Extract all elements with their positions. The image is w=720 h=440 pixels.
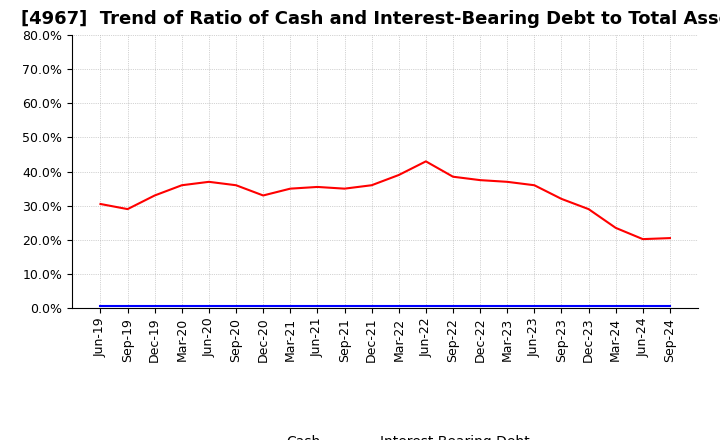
- Interest-Bearing Debt: [204, 303, 213, 308]
- Interest-Bearing Debt: [421, 303, 430, 308]
- Cash: [286, 186, 294, 191]
- Interest-Bearing Debt: [259, 303, 268, 308]
- Cash: [530, 183, 539, 188]
- Interest-Bearing Debt: [313, 303, 322, 308]
- Cash: [178, 183, 186, 188]
- Interest-Bearing Debt: [584, 303, 593, 308]
- Interest-Bearing Debt: [476, 303, 485, 308]
- Interest-Bearing Debt: [449, 303, 457, 308]
- Interest-Bearing Debt: [639, 303, 647, 308]
- Cash: [421, 159, 430, 164]
- Cash: [584, 206, 593, 212]
- Interest-Bearing Debt: [123, 303, 132, 308]
- Cash: [367, 183, 376, 188]
- Interest-Bearing Debt: [96, 303, 105, 308]
- Cash: [259, 193, 268, 198]
- Cash: [395, 172, 403, 178]
- Interest-Bearing Debt: [178, 303, 186, 308]
- Interest-Bearing Debt: [530, 303, 539, 308]
- Title: [4967]  Trend of Ratio of Cash and Interest-Bearing Debt to Total Assets: [4967] Trend of Ratio of Cash and Intere…: [21, 10, 720, 28]
- Cash: [476, 177, 485, 183]
- Interest-Bearing Debt: [150, 303, 159, 308]
- Interest-Bearing Debt: [557, 303, 566, 308]
- Cash: [449, 174, 457, 180]
- Line: Cash: Cash: [101, 161, 670, 239]
- Cash: [665, 235, 674, 241]
- Cash: [204, 179, 213, 184]
- Cash: [639, 236, 647, 242]
- Legend: Cash, Interest-Bearing Debt: Cash, Interest-Bearing Debt: [235, 429, 536, 440]
- Cash: [341, 186, 349, 191]
- Cash: [313, 184, 322, 190]
- Cash: [503, 179, 511, 184]
- Interest-Bearing Debt: [232, 303, 240, 308]
- Interest-Bearing Debt: [286, 303, 294, 308]
- Cash: [557, 196, 566, 202]
- Interest-Bearing Debt: [503, 303, 511, 308]
- Cash: [150, 193, 159, 198]
- Interest-Bearing Debt: [611, 303, 620, 308]
- Cash: [232, 183, 240, 188]
- Interest-Bearing Debt: [341, 303, 349, 308]
- Cash: [96, 202, 105, 207]
- Interest-Bearing Debt: [665, 303, 674, 308]
- Interest-Bearing Debt: [367, 303, 376, 308]
- Cash: [123, 206, 132, 212]
- Interest-Bearing Debt: [395, 303, 403, 308]
- Cash: [611, 225, 620, 231]
